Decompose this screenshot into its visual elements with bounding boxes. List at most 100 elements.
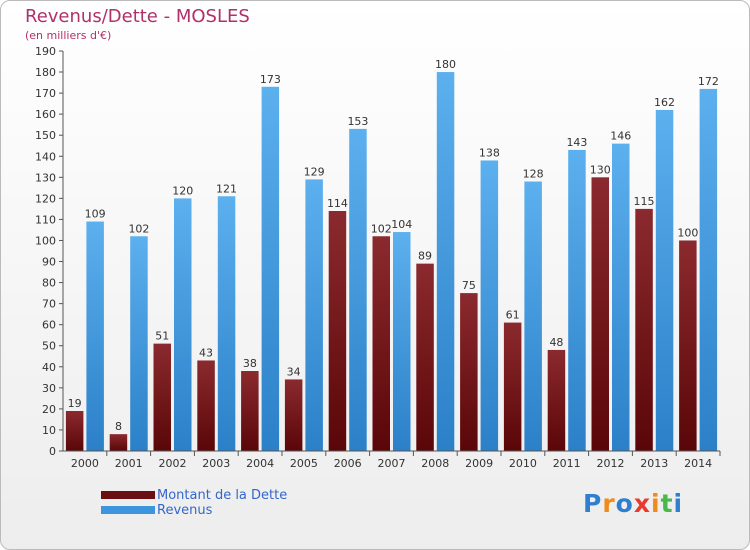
data-label-dette: 34 bbox=[287, 365, 301, 378]
data-label-revenus: 121 bbox=[216, 182, 237, 195]
legend-item-revenus: Revenus bbox=[101, 502, 213, 518]
x-tick-label: 2012 bbox=[597, 457, 625, 470]
bar-dette bbox=[503, 322, 522, 451]
data-label-revenus: 162 bbox=[654, 96, 675, 109]
data-label-revenus: 153 bbox=[347, 115, 368, 128]
data-label-dette: 43 bbox=[199, 346, 213, 359]
x-tick-label: 2005 bbox=[290, 457, 318, 470]
data-label-dette: 114 bbox=[327, 197, 348, 210]
y-tick-label: 0 bbox=[49, 445, 56, 458]
y-tick-label: 90 bbox=[42, 256, 56, 269]
data-label-revenus: 104 bbox=[391, 218, 412, 231]
bar-dette bbox=[635, 208, 653, 451]
y-tick-label: 70 bbox=[42, 298, 56, 311]
y-tick-label: 130 bbox=[35, 171, 56, 184]
y-tick-label: 100 bbox=[35, 234, 56, 247]
bar-dette bbox=[109, 434, 128, 451]
bar-revenus bbox=[480, 160, 499, 451]
y-tick-label: 180 bbox=[35, 66, 56, 79]
x-axis: 2000 2001 2002 2003 2004 2005 2006 2007 2008 2009… bbox=[63, 450, 721, 470]
bar-dette bbox=[65, 411, 84, 451]
bar-dette bbox=[197, 360, 215, 451]
legend-swatch-revenus bbox=[101, 506, 155, 514]
bar-dette bbox=[460, 293, 478, 451]
legend-label-dette: Montant de la Dette bbox=[157, 487, 288, 503]
bar-dette bbox=[284, 379, 303, 451]
y-tick-label: 160 bbox=[35, 108, 56, 121]
x-tick-label: 2007 bbox=[378, 457, 406, 470]
data-label-revenus: 138 bbox=[479, 146, 500, 159]
y-tick-label: 30 bbox=[42, 382, 56, 395]
bar-revenus bbox=[699, 88, 718, 451]
legend-swatch-dette bbox=[101, 491, 155, 499]
x-tick-label: 2003 bbox=[202, 457, 230, 470]
data-label-dette: 89 bbox=[418, 250, 432, 263]
y-axis: 0 10 20 30 40 50 60 70 80 90 100 110 120 130 140 150 160… bbox=[35, 45, 64, 458]
bar-revenus bbox=[568, 149, 586, 451]
data-label-revenus: 173 bbox=[260, 73, 281, 86]
data-label-revenus: 109 bbox=[85, 208, 106, 221]
data-label-dette: 100 bbox=[677, 226, 698, 239]
bar-dette bbox=[591, 177, 609, 451]
bar-revenus bbox=[174, 198, 192, 451]
y-tick-label: 50 bbox=[42, 340, 56, 353]
logo-letter: x bbox=[633, 489, 651, 518]
bar-revenus bbox=[261, 86, 280, 451]
logo-letter: P bbox=[583, 489, 603, 518]
data-label-revenus: 128 bbox=[523, 168, 544, 181]
x-tick-label: 2006 bbox=[334, 457, 362, 470]
data-label-revenus: 129 bbox=[304, 165, 325, 178]
y-tick-label: 150 bbox=[35, 129, 56, 142]
y-tick-label: 10 bbox=[42, 424, 56, 437]
x-tick-label: 2004 bbox=[246, 457, 274, 470]
bar-revenus bbox=[393, 232, 411, 451]
y-tick-label: 170 bbox=[35, 87, 56, 100]
bar-revenus bbox=[524, 181, 542, 452]
bar-revenus bbox=[130, 236, 148, 451]
bar-revenus bbox=[349, 128, 367, 451]
data-label-revenus: 146 bbox=[610, 130, 631, 143]
y-tick-label: 20 bbox=[42, 403, 56, 416]
x-tick-label: 2011 bbox=[553, 457, 581, 470]
data-label-revenus: 102 bbox=[128, 222, 149, 235]
y-tick-label: 190 bbox=[35, 45, 56, 58]
logo-letter: i bbox=[673, 489, 684, 518]
x-tick-label: 2009 bbox=[465, 457, 493, 470]
bar-dette bbox=[416, 263, 434, 451]
chart-title: Revenus/Dette - MOSLES bbox=[25, 6, 250, 27]
bar-dette bbox=[679, 240, 697, 451]
x-tick-label: 2000 bbox=[71, 457, 99, 470]
bar-revenus bbox=[305, 179, 323, 451]
bar-dette bbox=[153, 343, 171, 451]
x-tick-label: 2014 bbox=[684, 457, 712, 470]
data-label-revenus: 180 bbox=[435, 58, 456, 71]
data-label-dette: 75 bbox=[462, 279, 476, 292]
y-tick-label: 40 bbox=[42, 361, 56, 374]
x-tick-label: 2008 bbox=[421, 457, 449, 470]
chart-subtitle: (en milliers d'€) bbox=[25, 29, 112, 42]
bar-revenus bbox=[86, 221, 104, 451]
bar-dette bbox=[547, 349, 566, 451]
bar-revenus bbox=[217, 196, 236, 451]
data-label-dette: 38 bbox=[243, 357, 257, 370]
logo-letter: t bbox=[660, 489, 674, 518]
y-tick-label: 140 bbox=[35, 150, 56, 163]
y-tick-label: 110 bbox=[35, 213, 56, 226]
data-label-dette: 51 bbox=[155, 330, 169, 343]
x-tick-label: 2013 bbox=[640, 457, 668, 470]
data-label-dette: 8 bbox=[115, 420, 122, 433]
logo-letter: o bbox=[615, 489, 634, 518]
x-tick-label: 2002 bbox=[159, 457, 187, 470]
x-tick-label: 2001 bbox=[115, 457, 143, 470]
data-label-dette: 48 bbox=[549, 336, 563, 349]
data-label-revenus: 120 bbox=[172, 184, 193, 197]
legend-label-revenus: Revenus bbox=[157, 502, 213, 518]
data-label-dette: 102 bbox=[371, 222, 392, 235]
data-label-dette: 19 bbox=[68, 397, 82, 410]
proxiti-logo: Proxiti bbox=[583, 489, 683, 518]
logo-letter: r bbox=[602, 489, 616, 518]
bar-dette bbox=[328, 211, 347, 451]
